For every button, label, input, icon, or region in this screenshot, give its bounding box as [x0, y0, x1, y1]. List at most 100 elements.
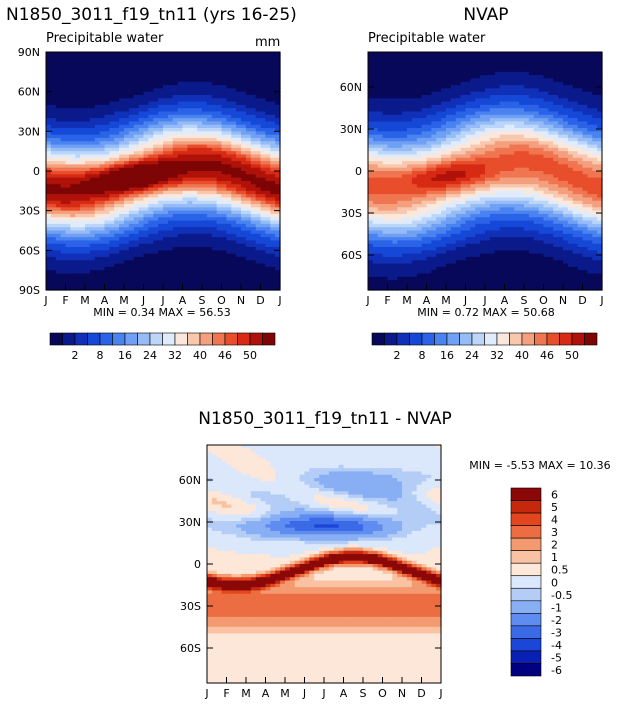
heatmap-cell	[216, 91, 223, 96]
heatmap-cell	[250, 283, 257, 288]
heatmap-cell	[558, 61, 564, 66]
heatmap-cell	[206, 243, 213, 248]
heatmap-cell	[167, 88, 174, 93]
heatmap-cell	[85, 177, 91, 182]
heatmap-cell	[245, 164, 252, 169]
heatmap-cell	[231, 230, 237, 235]
heatmap-cell	[60, 250, 67, 255]
heatmap-cell	[202, 190, 208, 195]
heatmap-cell	[109, 283, 115, 288]
heatmap-cell	[109, 237, 115, 242]
heatmap-cell	[197, 263, 203, 268]
heatmap-cell	[514, 114, 520, 119]
heatmap-cell	[221, 94, 227, 99]
heatmap-cell	[236, 213, 242, 218]
heatmap-cell	[216, 94, 223, 99]
heatmap-cell	[138, 204, 145, 208]
heatmap-cell	[99, 144, 106, 149]
heatmap-cell	[460, 52, 467, 56]
heatmap-cell	[260, 250, 266, 255]
heatmap-cell	[402, 118, 408, 123]
heatmap-cell	[124, 81, 130, 86]
heatmap-cell	[231, 174, 237, 179]
heatmap-cell	[446, 98, 452, 103]
heatmap-cell	[153, 200, 159, 205]
heatmap-cell	[270, 161, 276, 165]
heatmap-cell	[270, 217, 276, 222]
heatmap-cell	[460, 128, 467, 132]
heatmap-cell	[60, 114, 67, 119]
heatmap-cell	[148, 260, 154, 265]
heatmap-cell	[192, 250, 198, 255]
heatmap-cell	[46, 98, 52, 103]
heatmap-cell	[504, 94, 510, 99]
heatmap-cell	[119, 223, 125, 228]
heatmap-cell	[177, 240, 184, 245]
heatmap-cell	[192, 260, 198, 265]
heatmap-cell	[85, 98, 91, 103]
heatmap-cell	[148, 283, 154, 288]
heatmap-cell	[138, 111, 145, 116]
heatmap-cell	[65, 180, 71, 185]
heatmap-cell	[509, 128, 515, 132]
heatmap-cell	[216, 141, 223, 146]
heatmap-cell	[221, 260, 227, 265]
heatmap-cell	[158, 75, 164, 80]
heatmap-cell	[163, 197, 169, 202]
heatmap-cell	[533, 91, 540, 96]
heatmap-cell	[60, 207, 67, 212]
heatmap-cell	[187, 85, 193, 89]
heatmap-cell	[231, 184, 237, 189]
heatmap-cell	[504, 61, 510, 66]
heatmap-cell	[514, 134, 520, 139]
heatmap-cell	[148, 68, 154, 73]
heatmap-cell	[138, 253, 145, 258]
heatmap-cell	[553, 134, 559, 139]
heatmap-cell	[558, 55, 564, 60]
heatmap-cell	[55, 194, 62, 199]
heatmap-cell	[133, 237, 140, 242]
heatmap-cell	[450, 91, 457, 96]
heatmap-cell	[99, 71, 106, 76]
heatmap-cell	[397, 81, 403, 86]
heatmap-cell	[211, 247, 218, 251]
heatmap-cell	[587, 104, 593, 109]
heatmap-cell	[236, 177, 242, 182]
heatmap-cell	[504, 108, 510, 113]
heatmap-cell	[133, 128, 140, 132]
heatmap-cell	[167, 161, 174, 165]
heatmap-cell	[387, 111, 393, 116]
heatmap-cell	[192, 104, 198, 109]
heatmap-cell	[70, 61, 76, 66]
heatmap-cell	[436, 121, 442, 126]
heatmap-cell	[163, 128, 169, 132]
heatmap-cell	[80, 220, 86, 225]
x-tick-label: S	[199, 294, 206, 307]
heatmap-cell	[407, 111, 413, 116]
heatmap-cell	[265, 230, 271, 235]
heatmap-cell	[89, 174, 96, 179]
heatmap-cell	[226, 118, 232, 123]
heatmap-cell	[265, 154, 271, 159]
heatmap-cell	[250, 81, 257, 86]
heatmap-cell	[524, 111, 530, 116]
heatmap-cell	[446, 91, 452, 96]
heatmap-cell	[543, 111, 549, 116]
heatmap-cell	[104, 134, 110, 139]
heatmap-cell	[265, 180, 271, 185]
colorbar-swatch	[237, 332, 251, 346]
heatmap-cell	[109, 71, 115, 76]
heatmap-cell	[509, 52, 515, 56]
heatmap-cell	[470, 137, 476, 142]
heatmap-cell	[197, 253, 203, 258]
heatmap-cell	[65, 98, 71, 103]
heatmap-cell	[494, 52, 501, 56]
heatmap-cell	[85, 253, 91, 258]
heatmap-cell	[270, 147, 276, 152]
heatmap-cell	[187, 247, 193, 251]
heatmap-cell	[114, 147, 120, 152]
heatmap-cell	[250, 230, 257, 235]
heatmap-cell	[226, 101, 232, 106]
panel-model-colorbar	[49, 332, 276, 346]
heatmap-cell	[245, 210, 252, 215]
